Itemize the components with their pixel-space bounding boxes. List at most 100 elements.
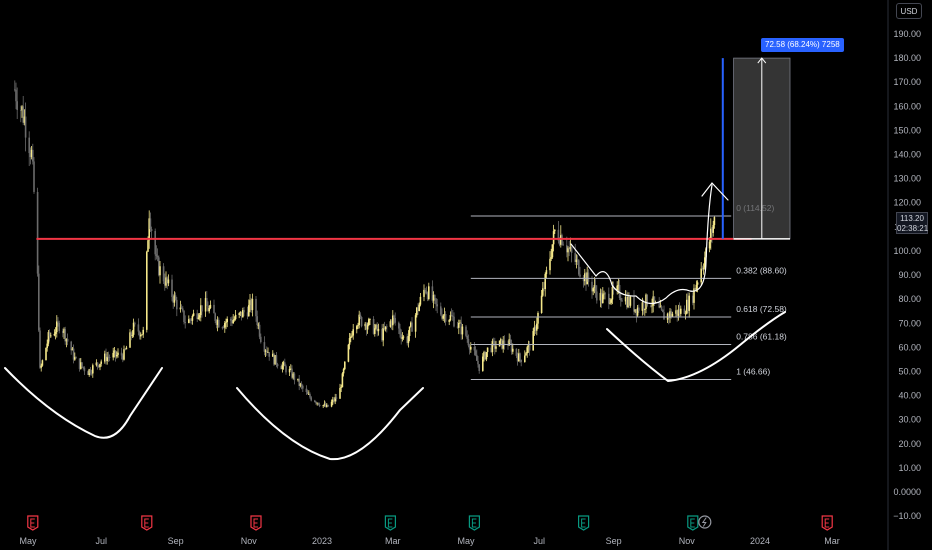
candle-body — [173, 295, 176, 303]
candle-body — [582, 276, 585, 282]
candle-body — [174, 295, 177, 300]
y-tick-label: 160.00 — [893, 101, 921, 111]
candle-body — [74, 357, 76, 360]
candle-body — [131, 334, 134, 337]
candle-body — [348, 338, 351, 345]
candle-body — [576, 259, 579, 261]
candle-body — [180, 307, 183, 309]
candle-body — [47, 332, 50, 344]
earnings-marker[interactable] — [384, 515, 396, 531]
candle-body — [38, 273, 40, 331]
price-axis[interactable]: 190.00 180.00 170.00 160.00 150.00 140.00 130.… — [893, 29, 921, 521]
candle-body — [600, 292, 603, 304]
candle-body — [146, 251, 148, 330]
candle-body — [309, 394, 311, 398]
candle-body — [179, 307, 182, 310]
candle-body — [364, 323, 366, 327]
candle-body — [258, 324, 261, 337]
candle-body — [570, 247, 573, 253]
candle-body — [408, 326, 411, 336]
candle-body — [274, 355, 276, 365]
candle-body — [232, 320, 234, 324]
candle-body — [149, 218, 152, 230]
candle-body — [335, 397, 338, 399]
candle-body — [124, 349, 126, 351]
candle-body — [150, 229, 153, 231]
currency-button[interactable]: USD — [896, 3, 922, 19]
earnings-marker[interactable] — [27, 515, 39, 531]
candle-body — [66, 338, 69, 342]
candle-body — [599, 292, 602, 301]
candle-body — [700, 268, 702, 283]
candle-body — [686, 299, 688, 314]
candle-body — [29, 153, 32, 158]
measure-arrow-head — [757, 57, 767, 64]
candle-body — [566, 245, 568, 253]
candle-body — [344, 361, 346, 370]
candle-body — [72, 348, 75, 360]
candle-body — [123, 349, 125, 360]
candle-body — [675, 310, 677, 314]
candle-body — [381, 328, 383, 341]
price-range-measure[interactable] — [721, 57, 791, 240]
earnings-marker[interactable] — [821, 515, 833, 531]
earnings-marker[interactable] — [578, 515, 590, 531]
candle-body — [88, 369, 90, 375]
y-tick-label: 150.00 — [893, 125, 921, 135]
earnings-e-icon — [30, 518, 35, 528]
earnings-marker[interactable] — [250, 515, 262, 531]
candle-body — [494, 341, 496, 349]
earnings-marker[interactable] — [468, 515, 480, 531]
time-axis[interactable]: May Jul Sep Nov 2023 Mar May Jul Sep Nov 2024 Mar — [19, 536, 839, 546]
candle-body — [711, 228, 713, 233]
drawn-arrow-head — [701, 182, 729, 201]
earnings-marker-shape — [384, 515, 396, 531]
candle-body — [633, 296, 635, 312]
candle-body — [46, 343, 48, 348]
candle-body — [113, 350, 116, 353]
candle-body — [407, 335, 410, 344]
candle-body — [108, 357, 111, 358]
bolt-icon — [701, 517, 707, 527]
earnings-marker[interactable] — [141, 515, 153, 531]
current-price-value: 113.20 — [900, 214, 924, 223]
candle-body — [268, 352, 270, 357]
candle-body — [137, 324, 140, 332]
candle-body — [234, 314, 237, 320]
x-tick-label: Jul — [95, 536, 107, 546]
candle-body — [351, 335, 353, 337]
dividend-marker[interactable] — [698, 515, 712, 529]
current-price-tag: 113.20 02:38:21 — [896, 212, 928, 234]
candle-body — [208, 308, 210, 312]
candle-body — [299, 383, 302, 386]
candle-body — [406, 336, 408, 344]
candle-body — [616, 285, 618, 291]
candle-body — [240, 311, 243, 318]
candle-body — [392, 315, 394, 326]
earnings-marker-shape — [687, 515, 699, 531]
candle-body — [452, 315, 454, 317]
candle-body — [104, 353, 106, 362]
candle-body — [292, 373, 294, 378]
candle-body — [466, 335, 468, 340]
candle-body — [384, 326, 387, 330]
candle-body — [624, 296, 627, 302]
candle-body — [222, 327, 225, 329]
candle-body — [70, 341, 72, 351]
candle-body — [215, 320, 218, 325]
candle-body — [282, 362, 285, 366]
candle-body — [419, 296, 422, 305]
candle-body — [549, 258, 551, 271]
earnings-marker[interactable] — [687, 515, 699, 531]
candle-body — [596, 291, 598, 301]
candle-body — [218, 319, 220, 328]
candle-body — [550, 257, 552, 259]
candle-body — [435, 298, 437, 305]
candle-body — [156, 255, 159, 258]
candle-body — [500, 339, 502, 341]
candle-body — [520, 359, 522, 362]
candle-body — [652, 296, 654, 306]
candle-body — [444, 314, 447, 322]
candle-body — [424, 289, 426, 292]
